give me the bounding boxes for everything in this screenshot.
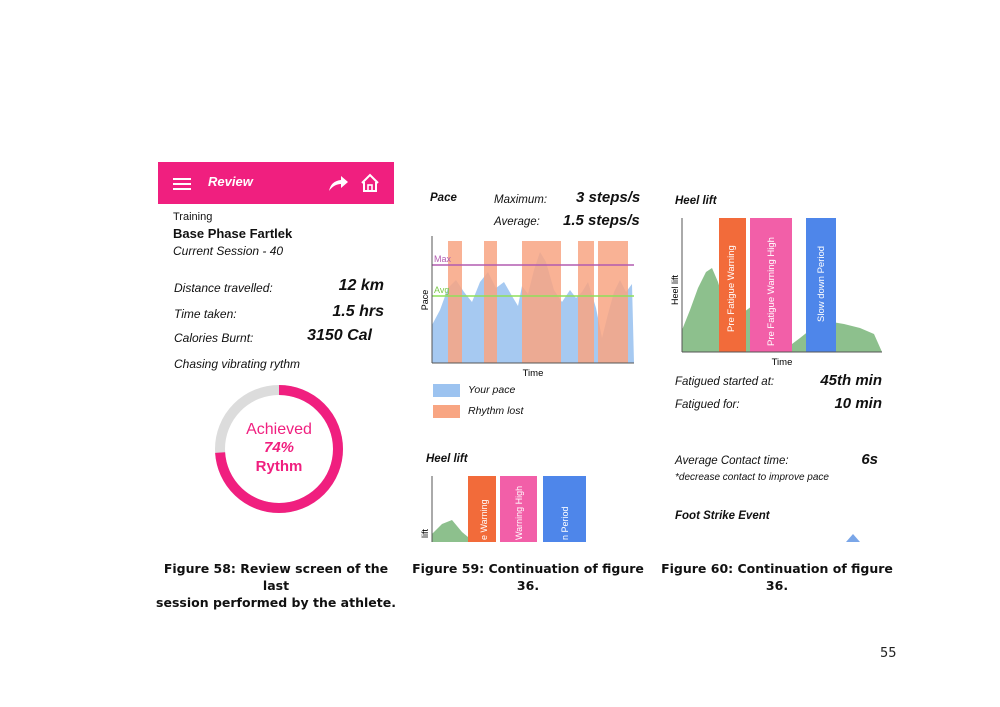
share-icon[interactable] — [326, 173, 350, 193]
fatigue-started-value: 45th min — [820, 372, 882, 389]
heel-small-bar — [468, 476, 496, 542]
pace-ylabel: Pace — [420, 290, 430, 311]
heel-small-ylabel: lift — [420, 529, 430, 538]
heel-xlabel: Time — [772, 357, 793, 368]
ring-line2: 74% — [264, 439, 294, 456]
rhythm-lost-bar — [484, 241, 497, 363]
ring-progress-arc — [215, 385, 343, 513]
review-screen: Review Training Base Phase Fartlek Curre… — [158, 162, 394, 542]
caption-fig58-line2: session performed by the athlete. — [156, 595, 396, 610]
review-header: Review — [158, 162, 394, 204]
ring-line1: Achieved — [246, 421, 312, 438]
heel-bar-label: Pre Fatigue Warning — [726, 245, 737, 332]
pace-maximum-label: Maximum: — [494, 194, 548, 206]
stat-value: 1.5 hrs — [332, 303, 384, 320]
rhythm-lost-bars — [448, 241, 628, 363]
rhythm-lost-bar — [598, 241, 628, 363]
pace-chart: Max Avg Pace Time — [420, 236, 634, 379]
stat-time: Time taken: 1.5 hrs — [174, 303, 384, 321]
heel-small-bar-label: n Period — [560, 506, 570, 540]
heel-bar-label: Slow down Period — [816, 246, 827, 322]
heel-small-chart: lift e Warning Warning High n Period — [420, 476, 586, 542]
stat-calories: Calories Burnt: 3150 Cal — [174, 327, 384, 345]
heel-chart: Pre Fatigue Warning Pre Fatigue Warning … — [670, 218, 882, 368]
heel-lift-screen: Heel lift Pre Fatigue Warning Pre Fatigu… — [660, 182, 896, 542]
pace-maximum-value: 3 steps/s — [576, 189, 641, 206]
home-icon[interactable] — [359, 172, 381, 194]
rhythm-lost-bar — [448, 241, 462, 363]
stat-label: Time taken: — [174, 307, 237, 321]
fatigue-started-label: Fatigued started at: — [675, 376, 775, 388]
caption-fig60: Figure 60: Continuation of figure 36. — [661, 561, 893, 593]
training-name: Base Phase Fartlek — [173, 226, 293, 241]
heel-ylabel: Heel lift — [670, 274, 680, 305]
stat-label: Calories Burnt: — [174, 331, 254, 345]
legend-label: Rhythm lost — [468, 405, 524, 417]
fatigued-for-label: Fatigued for: — [675, 399, 740, 411]
review-title: Review — [208, 174, 253, 189]
fatigued-for-value: 10 min — [834, 395, 882, 412]
caption-fig58: Figure 58: Review screen of the last ses… — [150, 560, 402, 611]
heel-small-bar — [500, 476, 537, 542]
heel-bar-slow-down-period — [806, 218, 836, 352]
legend-swatch — [433, 405, 460, 418]
foot-strike-mark — [846, 534, 860, 542]
rhythm-lost-bar — [522, 241, 561, 363]
session-label: Current Session - 40 — [173, 244, 284, 258]
rhythm-ring: Achieved 74% Rythm — [215, 385, 343, 513]
caption-fig58-line1: Figure 58: Review screen of the last — [163, 561, 389, 593]
page-number: 55 — [880, 646, 897, 661]
chasing-label: Chasing vibrating rythm — [174, 357, 301, 371]
heel-bar-pre-fatigue-warning — [719, 218, 746, 352]
avg-label: Avg — [434, 285, 449, 295]
stat-label: Distance travelled: — [174, 281, 273, 295]
legend-swatch — [433, 384, 460, 397]
contact-time-value: 6s — [861, 451, 878, 468]
pace-average-label: Average: — [494, 216, 540, 228]
pace-average-value: 1.5 steps/s — [563, 212, 640, 229]
stat-value: 12 km — [338, 277, 384, 294]
stat-value: 3150 Cal — [307, 327, 372, 344]
heel-bar-label: Pre Fatigue Warning High — [766, 237, 777, 346]
ring-line3: Rythm — [256, 458, 303, 475]
heel-bar-pre-fatigue-warning-high — [750, 218, 792, 352]
pace-title: Pace — [430, 192, 457, 204]
max-label: Max — [434, 254, 452, 264]
heel-small-bar-label: e Warning — [479, 499, 489, 540]
training-label: Training — [173, 211, 213, 223]
heel-title: Heel lift — [675, 195, 717, 207]
menu-icon[interactable] — [173, 175, 191, 193]
rhythm-lost-bar — [578, 241, 594, 363]
pace-screen: Pace Maximum: 3 steps/s Average: 1.5 ste… — [412, 182, 646, 542]
heel-small-bar-label: Warning High — [514, 486, 524, 540]
heel-small-area — [432, 520, 474, 542]
heel-small-title: Heel lift — [426, 453, 468, 465]
stat-distance: Distance travelled: 12 km — [174, 277, 384, 295]
foot-strike-label: Foot Strike Event — [675, 510, 770, 522]
contact-time-label: Average Contact time: — [675, 455, 789, 467]
heel-small-bar — [543, 476, 586, 542]
contact-note: *decrease contact to improve pace — [675, 472, 829, 483]
caption-fig59: Figure 59: Continuation of figure 36. — [412, 561, 644, 593]
legend-label: Your pace — [468, 384, 516, 396]
pace-xlabel: Time — [523, 368, 544, 379]
